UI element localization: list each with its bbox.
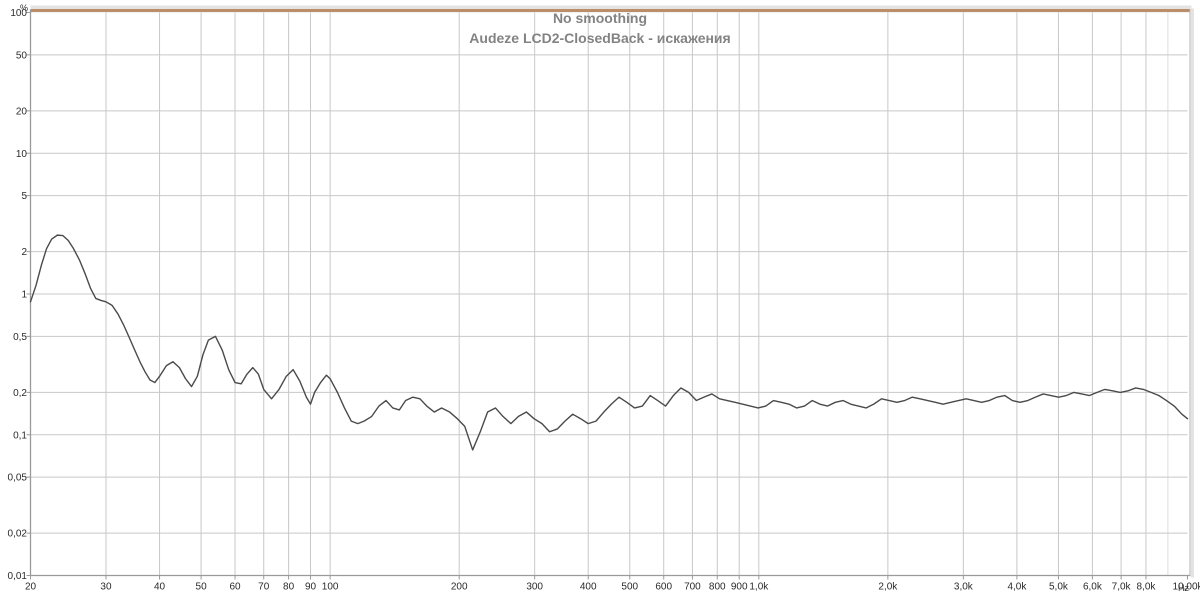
x-axis-tick-label: 30 <box>100 582 112 593</box>
x-axis-tick-label: 600 <box>655 582 672 593</box>
x-axis-tick-label: 70 <box>258 582 270 593</box>
x-axis-tick-label: 80 <box>283 582 295 593</box>
plot-frame <box>29 5 1194 578</box>
y-axis-unit-label: % <box>20 3 28 13</box>
x-axis-tick-label: 20 <box>25 582 37 593</box>
x-axis-tick-label: 1,0k <box>749 582 769 593</box>
x-axis-tick-label: 400 <box>580 582 597 593</box>
y-axis-tick-labels: 100 50 20 10 5 2 1 0,5 0,2 0,1 0,05 0,02 0,01 <box>8 8 31 582</box>
x-axis-tick-label: 800 <box>709 582 726 593</box>
y-axis-tick-label: 0,2 <box>13 388 27 399</box>
x-axis-tick-label: 200 <box>451 582 468 593</box>
x-axis-tick-label: 900 <box>731 582 748 593</box>
y-axis-tick-label: 0,05 <box>8 473 28 484</box>
y-axis-tick-label: 2 <box>21 247 27 258</box>
x-axis-tick-label: 50 <box>196 582 208 593</box>
x-axis-tick-label: 60 <box>229 582 241 593</box>
x-axis-tick-labels: 20 30 40 50 60 70 80 90 100 200 300 400 500 600 700 800… <box>25 575 1200 593</box>
y-axis-tick-label: 100 <box>10 8 27 19</box>
y-axis-tick-label: 50 <box>16 50 28 61</box>
y-axis-tick-label: 0,02 <box>8 529 28 540</box>
y-axis-tick-label: 1 <box>21 290 27 301</box>
x-axis-tick-label: 700 <box>684 582 701 593</box>
x-axis-tick-label: 3,0k <box>954 582 974 593</box>
major-gridlines <box>30 12 1188 576</box>
x-axis-tick-label: 4,0k <box>1007 582 1027 593</box>
x-axis-tick-label: 500 <box>621 582 638 593</box>
x-axis-tick-label: 10,00k <box>1172 582 1200 593</box>
y-axis-tick-label: 20 <box>16 106 28 117</box>
y-axis-tick-label: 5 <box>21 191 27 202</box>
chart-title: No smoothing <box>553 10 647 26</box>
x-axis-tick-label: 5,0k <box>1049 582 1069 593</box>
y-axis-tick-label: 0,01 <box>8 571 28 582</box>
x-axis-tick-label: 300 <box>526 582 543 593</box>
thd-curve <box>29 234 1189 451</box>
x-axis-unit-label: Hz <box>1178 583 1189 593</box>
x-axis-tick-label: 40 <box>154 582 166 593</box>
x-axis-tick-label: 8,0k <box>1137 582 1157 593</box>
y-axis-tick-label: 10 <box>16 149 28 160</box>
x-axis-tick-label: 100 <box>322 582 339 593</box>
x-axis-tick-label: 90 <box>305 582 317 593</box>
y-axis-tick-label: 0,5 <box>13 332 27 343</box>
x-axis-tick-label: 7,0k <box>1112 582 1132 593</box>
chart-subtitle: Audeze LCD2-ClosedBack - искажения <box>469 30 730 46</box>
x-axis-tick-label: 2,0k <box>878 582 898 593</box>
y-axis-tick-label: 0,1 <box>13 430 27 441</box>
x-axis-tick-label: 6,0k <box>1083 582 1103 593</box>
